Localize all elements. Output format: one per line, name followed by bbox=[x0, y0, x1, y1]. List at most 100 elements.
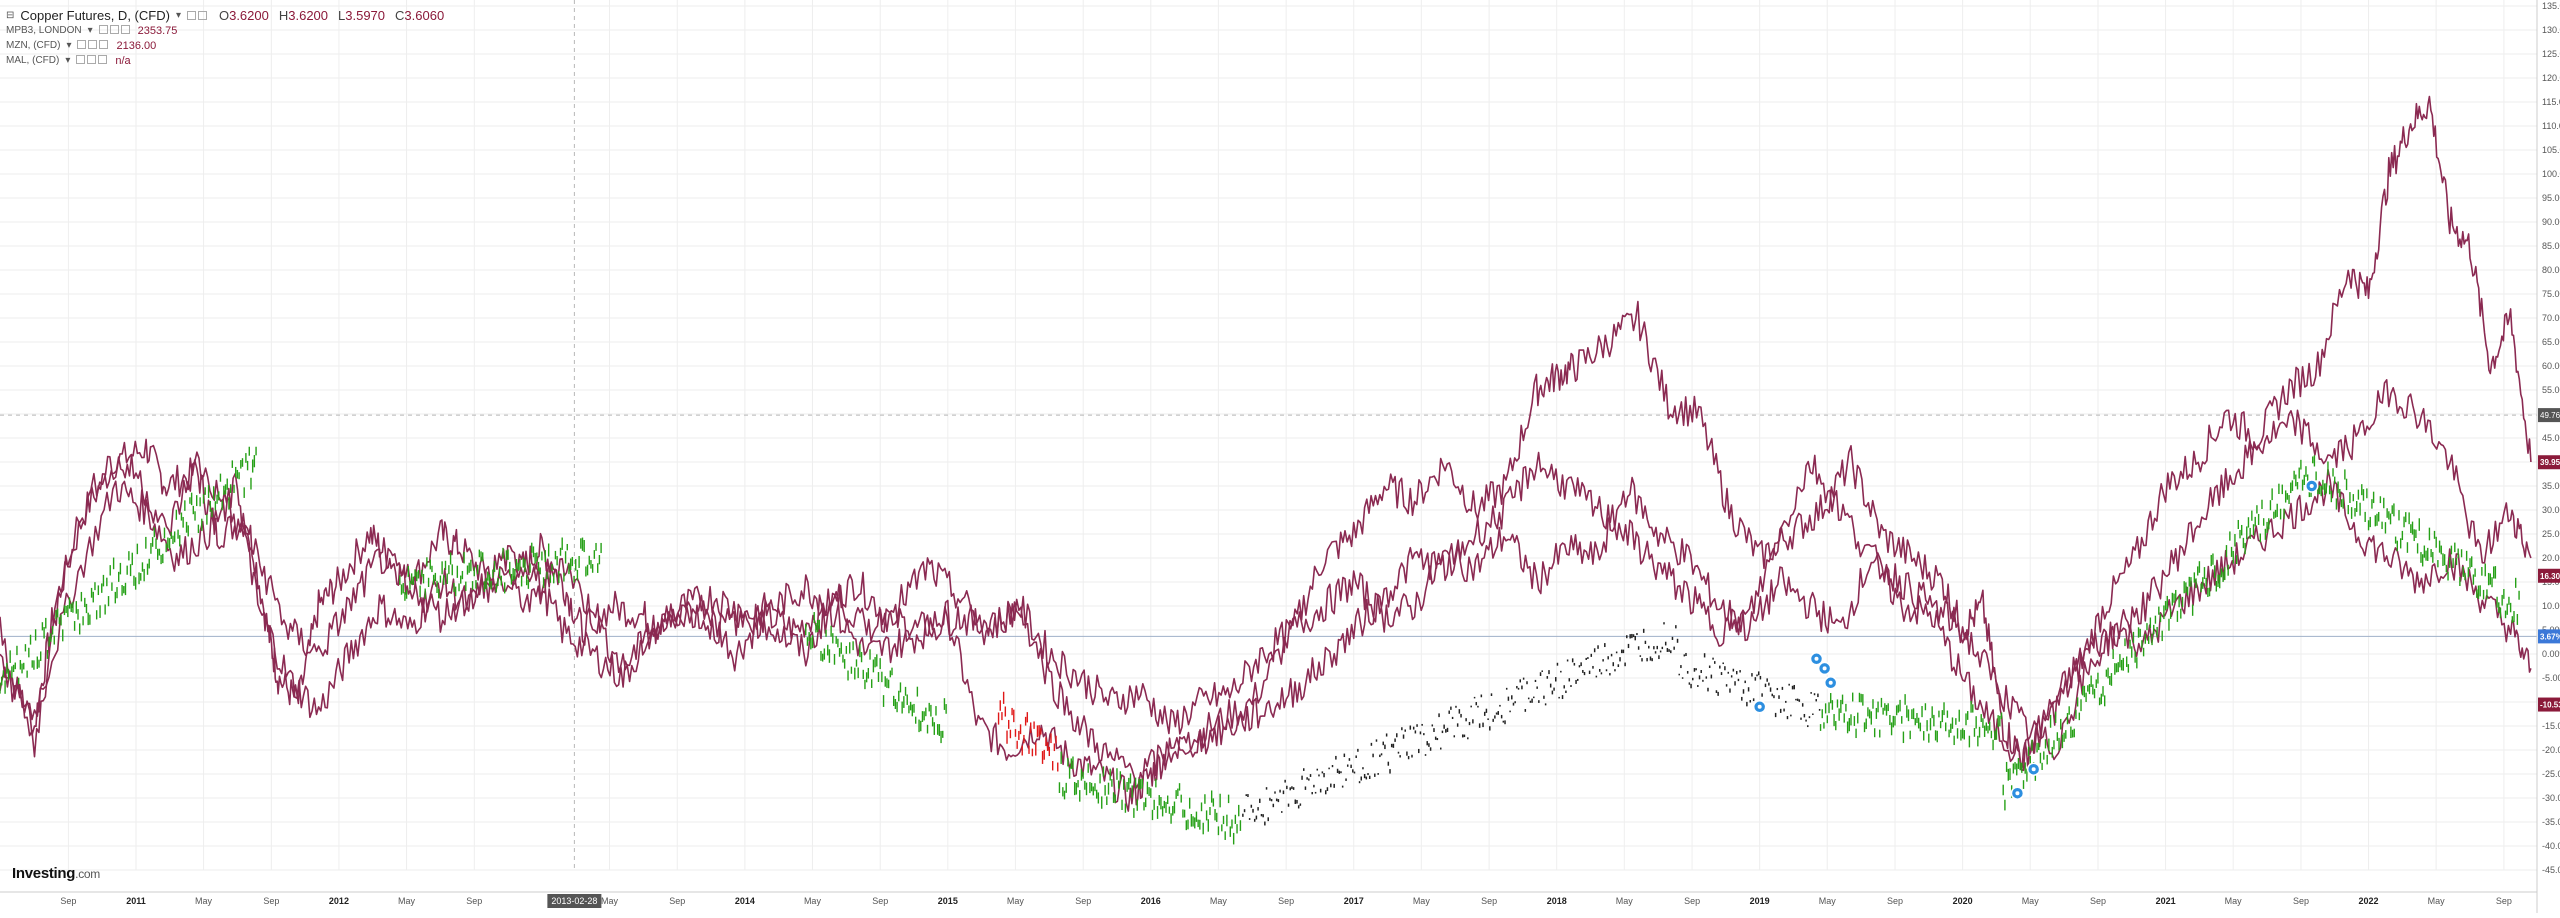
overlay-dot bbox=[1250, 804, 1253, 808]
overlay-dot bbox=[1394, 738, 1396, 742]
overlay-dot bbox=[1524, 709, 1527, 712]
overlay-dot bbox=[1431, 724, 1434, 727]
overlay-dot bbox=[1448, 710, 1450, 714]
overlay-dot bbox=[1465, 718, 1467, 722]
overlay-dot bbox=[1788, 683, 1790, 686]
overlay-dot bbox=[1724, 666, 1726, 671]
legend-series-row[interactable]: MZN, (CFD) ▾ 2136.00 bbox=[6, 38, 444, 53]
overlay-dot bbox=[1306, 777, 1308, 780]
overlay-dot bbox=[1262, 814, 1264, 818]
legend-series-row[interactable]: MAL, (CFD) ▾ n/a bbox=[6, 53, 444, 68]
event-marker-center bbox=[1814, 656, 1819, 661]
overlay-dot bbox=[1385, 733, 1388, 737]
overlay-dot bbox=[1756, 674, 1758, 677]
series-controls[interactable] bbox=[77, 39, 110, 52]
series-controls[interactable] bbox=[98, 24, 132, 37]
overlay-dot bbox=[1355, 755, 1357, 759]
overlay-dot bbox=[1734, 681, 1736, 686]
overlay-dot bbox=[1318, 774, 1320, 777]
overlay-dot bbox=[1287, 803, 1290, 807]
overlay-dot bbox=[1296, 799, 1298, 804]
series-label[interactable]: MZN, (CFD) bbox=[6, 40, 61, 51]
chevron-down-icon[interactable]: ▾ bbox=[66, 40, 72, 51]
crosshair-value-text: 49.7697 bbox=[2540, 411, 2560, 420]
x-tick-label: Sep bbox=[2090, 896, 2106, 906]
overlay-dot bbox=[1715, 690, 1718, 693]
overlay-dot bbox=[1754, 677, 1757, 681]
overlay-dot bbox=[1641, 658, 1643, 662]
legend-series-row[interactable]: MPB3, LONDON ▾ 2353.75 bbox=[6, 23, 444, 38]
overlay-dot bbox=[1424, 754, 1427, 756]
overlay-dot bbox=[1362, 767, 1364, 770]
price-marker-bg bbox=[2538, 629, 2560, 644]
overlay-dot bbox=[1304, 786, 1307, 790]
overlay-dot bbox=[1472, 719, 1474, 724]
x-tick-label: 2022 bbox=[2359, 896, 2379, 906]
overlay-dot bbox=[1536, 686, 1538, 689]
y-tick-label: 115.00% bbox=[2542, 97, 2560, 107]
price-marker-text: 16.30% bbox=[2540, 572, 2560, 581]
overlay-dot bbox=[1303, 768, 1305, 771]
overlay-dot bbox=[1497, 711, 1500, 715]
overlay-dot bbox=[1470, 705, 1472, 708]
y-tick-label: -45.00% bbox=[2542, 865, 2560, 875]
overlay-dot bbox=[1289, 787, 1291, 791]
series-label[interactable]: MAL, (CFD) bbox=[6, 55, 60, 66]
x-tick-label: May bbox=[1007, 896, 1025, 906]
ohlc-high-value: 3.6200 bbox=[288, 8, 329, 23]
overlay-dot bbox=[1565, 690, 1567, 694]
overlay-dot bbox=[1619, 657, 1621, 662]
overlay-dot bbox=[1568, 678, 1571, 682]
overlay-dot bbox=[1807, 725, 1809, 728]
investing-logo[interactable]: Investing.com bbox=[12, 865, 100, 882]
chevron-down-icon[interactable]: ▾ bbox=[65, 55, 71, 66]
overlay-dot bbox=[1460, 713, 1462, 718]
price-marker-bg bbox=[2538, 568, 2560, 583]
overlay-dot bbox=[1644, 640, 1647, 644]
overlay-dot bbox=[1551, 690, 1554, 695]
overlay-dot bbox=[1521, 685, 1523, 690]
overlay-dot bbox=[1612, 662, 1615, 667]
y-tick-label: 65.00% bbox=[2542, 337, 2560, 347]
overlay-dot bbox=[1308, 778, 1310, 781]
overlay-dot bbox=[1281, 811, 1283, 813]
overlay-dot bbox=[1527, 697, 1530, 700]
overlay-dot bbox=[1265, 787, 1268, 790]
overlay-dot bbox=[1248, 818, 1251, 820]
chevron-down-icon[interactable]: ▾ bbox=[175, 10, 181, 21]
x-tick-label: 2021 bbox=[2156, 896, 2176, 906]
overlay-dot bbox=[1614, 669, 1616, 672]
overlay-dot bbox=[1346, 764, 1349, 767]
overlay-dot bbox=[1301, 775, 1303, 780]
x-tick-label: Sep bbox=[669, 896, 685, 906]
overlay-dot bbox=[1380, 753, 1383, 756]
overlay-dot bbox=[1561, 695, 1564, 700]
overlay-dot bbox=[1379, 754, 1381, 758]
overlay-dot bbox=[1243, 809, 1246, 813]
collapse-icon[interactable]: ⊟ bbox=[6, 10, 15, 21]
overlay-dot bbox=[1500, 714, 1503, 719]
overlay-dot bbox=[1352, 769, 1354, 773]
series-label[interactable]: MPB3, LONDON bbox=[6, 25, 82, 36]
overlay-dot bbox=[1382, 741, 1384, 746]
overlay-dot bbox=[1798, 699, 1801, 702]
y-tick-label: 110.00% bbox=[2542, 121, 2560, 131]
overlay-dot bbox=[1421, 723, 1423, 726]
overlay-dot bbox=[1260, 813, 1263, 817]
overlay-dot bbox=[1423, 733, 1425, 736]
overlay-dot bbox=[1399, 755, 1401, 758]
overlay-dot bbox=[1336, 768, 1339, 773]
series-controls[interactable] bbox=[76, 54, 109, 67]
main-instrument-title[interactable]: Copper Futures, D, (CFD) bbox=[20, 8, 170, 23]
price-marker: 16.30% bbox=[2538, 568, 2560, 583]
overlay-dot bbox=[1372, 753, 1374, 758]
settings-boxes[interactable] bbox=[186, 8, 209, 23]
chevron-down-icon[interactable]: ▾ bbox=[87, 25, 93, 36]
y-tick-label: 30.00% bbox=[2542, 505, 2560, 515]
event-marker bbox=[2010, 786, 2025, 800]
overlay-dot bbox=[1341, 785, 1344, 788]
legend-main-row[interactable]: ⊟ Copper Futures, D, (CFD) ▾ O3.6200 H3.… bbox=[6, 8, 444, 23]
overlay-dot bbox=[1571, 658, 1574, 663]
